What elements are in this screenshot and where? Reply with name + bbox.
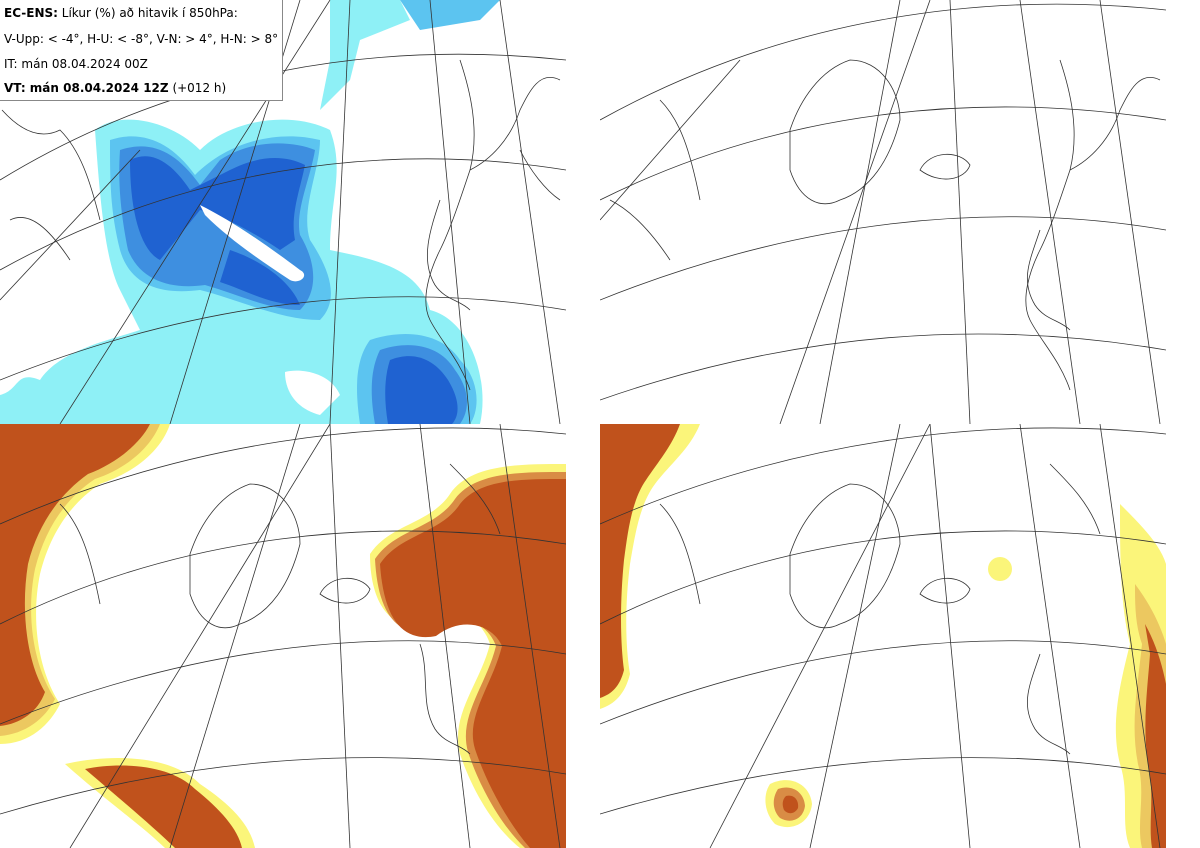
probability-shading [0, 424, 566, 848]
title-text: Líkur (%) að hitavik í 850hPa: [61, 6, 238, 20]
probability-map-warm-2 [600, 424, 1166, 848]
probability-shading [600, 424, 1166, 848]
graticule [0, 0, 566, 424]
threshold-legend: V-Upp: < -4°, H-U: < -8°, V-N: > 4°, H-N… [4, 32, 279, 46]
map-panel-top-right: 1009565355 [600, 0, 1166, 424]
graticule [600, 0, 1166, 424]
coastlines [1, 59, 561, 391]
probability-map-warm-1 [0, 424, 566, 848]
map-panel-bottom-left: 1009565355 [0, 424, 566, 848]
probability-map-cold-2 [600, 0, 1166, 424]
map-info-box: EC-ENS: Líkur (%) að hitavik í 850hPa: V… [0, 0, 283, 101]
map-panel-top-left: 1009565355 [0, 0, 566, 424]
map-panel-bottom-right: 1009565355 [600, 424, 1166, 848]
valid-time: VT: mán 08.04.2024 12Z [4, 81, 169, 95]
graticule [600, 424, 1166, 848]
probability-shading [0, 0, 500, 424]
valid-time-line: VT: mán 08.04.2024 12Z (+012 h) [4, 81, 226, 95]
model-name: EC-ENS: [4, 6, 58, 20]
probability-map-cold-1 [0, 0, 566, 424]
init-time: IT: mán 08.04.2024 00Z [4, 57, 148, 71]
graticule [0, 424, 566, 848]
forecast-hour: (+012 h) [172, 81, 227, 95]
coastlines [609, 59, 1161, 391]
coastlines [659, 463, 1101, 755]
coastlines [59, 463, 501, 755]
title-line: EC-ENS: Líkur (%) að hitavik í 850hPa: [4, 6, 238, 20]
